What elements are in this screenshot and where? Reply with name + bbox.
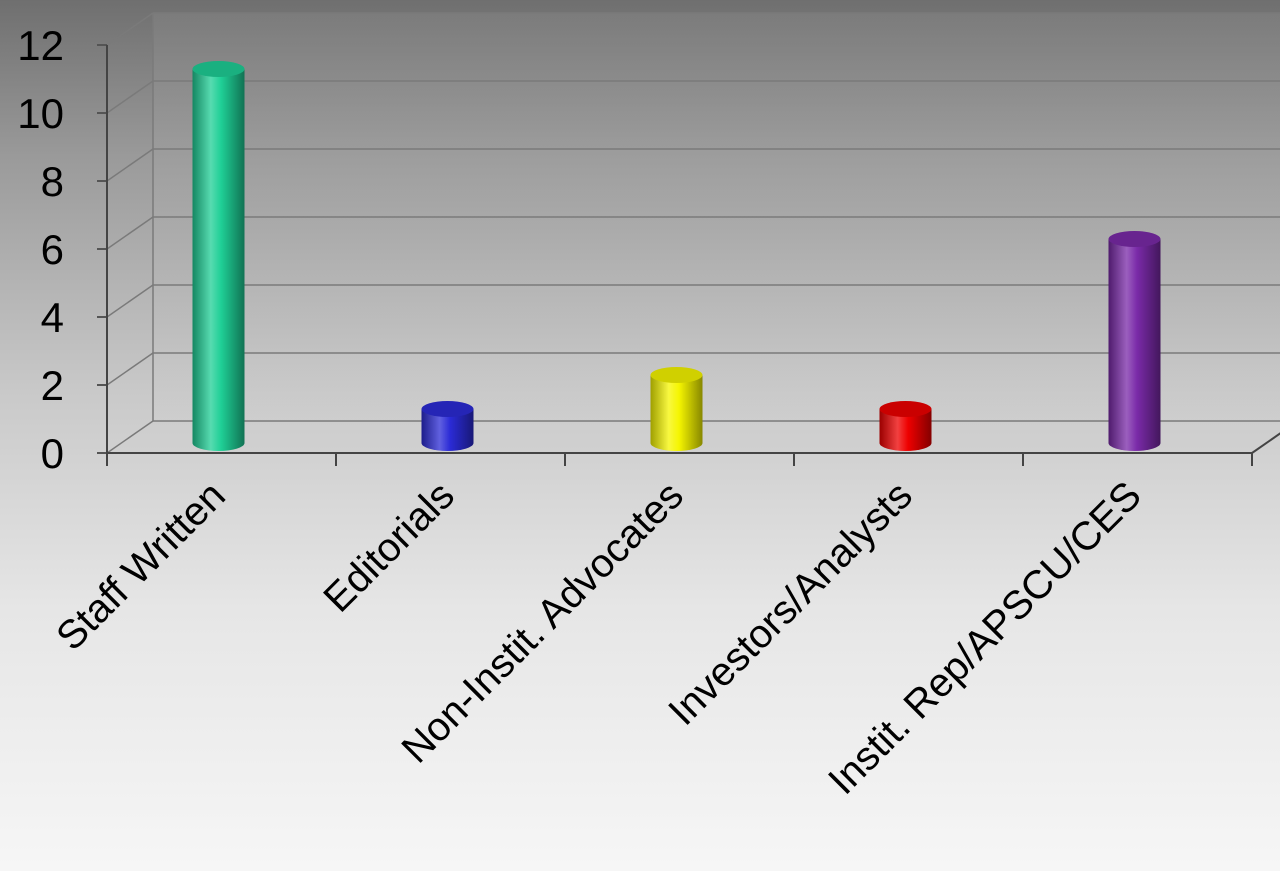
gridline-depth (106, 352, 154, 386)
x-tick-label: Investors/Analysts (660, 473, 921, 734)
axes (97, 13, 1280, 466)
y-tick-label: 10 (17, 90, 64, 137)
gridline-depth (106, 216, 154, 250)
x-tick-label: Staff Written (48, 473, 234, 659)
gridline-depth (106, 12, 154, 46)
bar-top (879, 401, 932, 417)
bar-body (1108, 239, 1161, 451)
y-tick-labels: 0 2 4 6 8 10 12 (17, 22, 64, 477)
y-tick-label: 4 (41, 294, 64, 341)
gridlines (106, 12, 1280, 454)
y-tick-label: 6 (41, 226, 64, 273)
bar-body (192, 69, 245, 451)
bar (192, 61, 245, 451)
y-tick-label: 12 (17, 22, 64, 69)
bar-top (421, 401, 474, 417)
bar-body (879, 409, 932, 451)
bar-top (650, 367, 703, 383)
y-tick-label: 2 (41, 362, 64, 409)
bar (879, 401, 932, 451)
gridline-depth (106, 284, 154, 318)
bar (421, 401, 474, 451)
bar-top (192, 61, 245, 77)
bar (650, 367, 703, 451)
gridline-depth (106, 420, 154, 454)
gridline-depth (106, 80, 154, 114)
bar-body (650, 375, 703, 451)
x-tick-label: Editorials (315, 473, 462, 620)
bar-top (1108, 231, 1161, 247)
y-tick-label: 0 (41, 430, 64, 477)
bar-body (421, 409, 474, 451)
bars (192, 61, 1161, 451)
gridline-depth (106, 148, 154, 182)
bar (1108, 231, 1161, 451)
y-tick-label: 8 (41, 158, 64, 205)
x-axis-depth-line (1251, 432, 1280, 454)
